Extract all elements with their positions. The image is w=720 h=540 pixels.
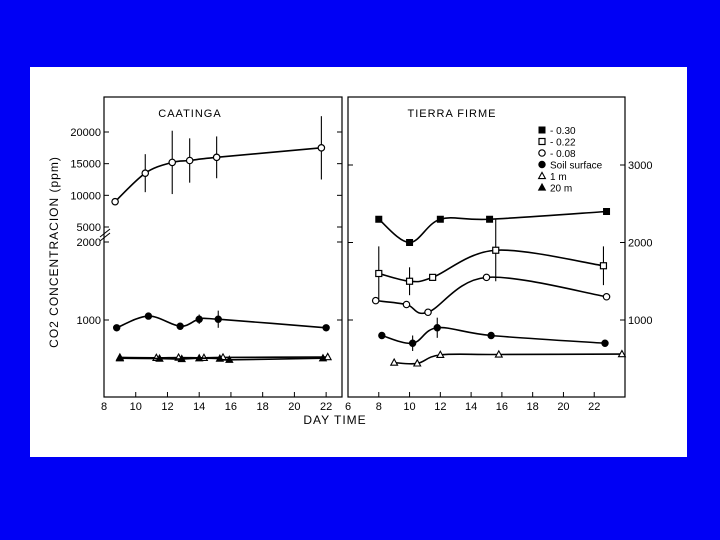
data-point	[111, 197, 119, 206]
data-point	[214, 315, 222, 323]
data-point	[436, 350, 445, 359]
legend-marker	[538, 126, 546, 134]
data-point	[486, 215, 494, 223]
data-point	[194, 353, 204, 362]
data-point	[318, 353, 328, 362]
co2-chart: CAATINGA TIERRA FIRME 8 10 12 14 16 18 20 22 6 8 10 1…	[47, 96, 652, 427]
data-point	[494, 349, 504, 358]
y-tick-label: 5000	[77, 222, 101, 234]
data-point	[492, 246, 500, 254]
y-tick-label: 10000	[70, 190, 101, 202]
data-point	[599, 262, 608, 270]
data-point	[195, 315, 203, 323]
data-point	[433, 324, 441, 332]
data-point	[603, 208, 611, 215]
y-axis-title: CO2 CONCENTRACION (ppm)	[47, 156, 61, 348]
data-point	[155, 353, 164, 362]
data-point	[115, 353, 125, 362]
data-point	[429, 273, 437, 281]
data-point	[168, 158, 177, 167]
y-tick-label: 20000	[70, 127, 101, 139]
legend-marker	[537, 182, 547, 191]
data-point	[617, 349, 627, 358]
legend-marker	[538, 149, 546, 157]
data-point	[482, 273, 491, 282]
series-line-1	[378, 249, 604, 283]
data-point	[112, 324, 121, 332]
x-tick-label: 14	[465, 401, 477, 413]
data-point	[406, 239, 414, 246]
data-point	[317, 144, 326, 152]
y-tick-label: 1000	[628, 315, 652, 327]
y-tick-label: 1000	[77, 315, 101, 327]
data-point	[424, 308, 432, 317]
x-tick-label: 22	[320, 401, 332, 413]
x-tick-label: 12	[161, 401, 173, 413]
figure-panel: CAATINGA TIERRA FIRME 8 10 12 14 16 18 20 22 6 8 10 1…	[30, 67, 687, 457]
x-tick-label: 10	[403, 401, 415, 413]
x-tick-label: 8	[101, 401, 107, 413]
panel-frame-0	[103, 96, 343, 398]
panel-title-tierra-firme: TIERRA FIRME	[407, 108, 496, 120]
legend-marker	[538, 160, 546, 169]
x-tick-label: 18	[257, 401, 269, 413]
data-point	[177, 354, 186, 363]
data-point	[412, 358, 422, 367]
data-point	[141, 169, 150, 177]
legend-label: 1 m	[550, 172, 567, 183]
data-point	[225, 355, 234, 363]
legend-label: - 0.22	[550, 138, 576, 149]
x-tick-label: 20	[288, 401, 300, 413]
data-point	[378, 331, 386, 340]
x-tick-label: 14	[193, 401, 205, 413]
data-point	[405, 277, 414, 285]
panel-frame-1	[347, 96, 626, 398]
data-point	[408, 339, 417, 347]
x-axis-title: DAY TIME	[303, 413, 366, 427]
x-tick-label: 18	[527, 401, 539, 413]
x-tick-label: 6	[345, 401, 351, 413]
x-tick-label: 16	[496, 401, 508, 413]
y-tick-label: 2000	[77, 237, 101, 249]
data-point	[389, 357, 399, 366]
series-line-2	[375, 276, 607, 315]
panel-title-caatinga: CAATINGA	[158, 108, 221, 120]
x-tick-label: 20	[557, 401, 569, 413]
series-line-4	[394, 353, 622, 365]
legend-marker	[538, 137, 546, 146]
data-point	[402, 300, 411, 309]
legend-marker	[537, 171, 547, 180]
x-tick-label: 12	[434, 401, 446, 413]
data-point	[375, 215, 383, 223]
x-tick-label: 16	[225, 401, 237, 413]
y-tick-label: 3000	[628, 160, 652, 172]
data-point	[323, 352, 333, 361]
data-point	[322, 324, 330, 332]
data-point	[436, 215, 444, 223]
data-point	[371, 296, 380, 305]
axis-break-mark	[99, 228, 111, 238]
legend-label: Soil surface	[550, 161, 603, 172]
x-tick-label: 8	[376, 401, 382, 413]
x-tick-label: 22	[588, 401, 600, 413]
data-point	[185, 156, 194, 165]
legend-label: 20 m	[550, 184, 572, 195]
data-point	[144, 312, 153, 320]
data-point	[487, 331, 495, 340]
y-tick-label: 15000	[70, 159, 101, 171]
axis-break-mark	[99, 232, 111, 242]
y-tick-label: 2000	[628, 238, 652, 250]
legend-label: - 0.30	[550, 126, 576, 137]
data-point	[375, 269, 383, 278]
x-tick-label: 10	[130, 401, 142, 413]
data-point	[602, 292, 611, 301]
data-point	[601, 339, 609, 347]
data-point	[176, 322, 184, 330]
data-point	[212, 153, 221, 162]
data-point	[215, 353, 225, 362]
legend-label: - 0.08	[550, 149, 576, 160]
